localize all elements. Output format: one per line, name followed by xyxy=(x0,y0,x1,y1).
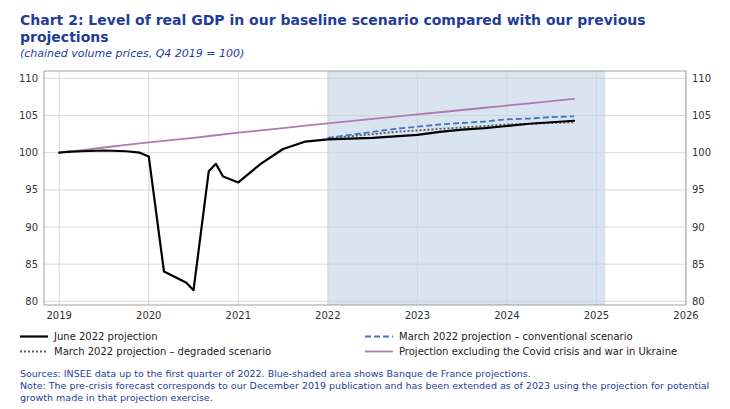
grid-line xyxy=(238,71,239,305)
title: Chart 2: Level of real GDP in our baseli… xyxy=(20,12,646,28)
x-tick-label: 2024 xyxy=(494,310,519,321)
x-tick-label: 2021 xyxy=(226,310,251,321)
title: projections xyxy=(20,29,109,45)
y2-tick-label: 85 xyxy=(692,259,705,270)
legend: June 2022 projection March 2022 projectio… xyxy=(20,331,677,357)
y2-tick-label: 110 xyxy=(692,73,711,84)
grid-line xyxy=(596,71,597,305)
grid-line xyxy=(44,301,686,302)
grid-line xyxy=(148,71,149,305)
subtitle: (chained volume prices, Q4 2019 = 100) xyxy=(20,47,244,60)
y-tick-label: 95 xyxy=(25,184,38,195)
y-tick-label: 85 xyxy=(25,259,38,270)
x-tick-label: 2019 xyxy=(46,310,71,321)
grid-line xyxy=(44,115,686,116)
x-tick-label: 2020 xyxy=(136,310,161,321)
x-tick-label: 2022 xyxy=(315,310,340,321)
grid-line xyxy=(59,71,60,305)
legend-label: June 2022 projection xyxy=(53,331,158,342)
y-tick-label: 110 xyxy=(19,73,38,84)
y2-tick-label: 100 xyxy=(692,147,711,158)
grid-line xyxy=(417,71,418,305)
y2-tick-label: 105 xyxy=(692,110,711,121)
legend-label: March 2022 projection – conventional sce… xyxy=(399,331,633,342)
series-line xyxy=(328,116,574,138)
annotation: growth made in that projection exercise. xyxy=(20,392,213,403)
legend-swatch xyxy=(20,335,48,337)
x-tick-label: 2023 xyxy=(405,310,430,321)
grid-line xyxy=(44,78,686,79)
legend-swatch xyxy=(365,351,393,353)
legend-swatch xyxy=(365,336,393,338)
y2-tick-label: 80 xyxy=(692,296,705,307)
projection-shade xyxy=(328,71,606,305)
y2-tick-label: 90 xyxy=(692,222,705,233)
plot-area xyxy=(44,71,686,305)
chart: Chart 2: Level of real GDP in our baseli… xyxy=(0,0,730,409)
grid-line xyxy=(44,264,686,265)
annotation: Note: The pre-crisis forecast correspond… xyxy=(20,380,709,391)
grid-line xyxy=(44,189,686,190)
series-line xyxy=(59,121,574,290)
legend-label: Projection excluding the Covid crisis an… xyxy=(399,346,677,357)
grid-line xyxy=(327,71,328,305)
grid-line xyxy=(44,227,686,228)
plot-frame xyxy=(44,71,686,305)
y-tick-label: 100 xyxy=(19,147,38,158)
y2-tick-label: 95 xyxy=(692,184,705,195)
y-tick-label: 105 xyxy=(19,110,38,121)
legend-label: March 2022 projection – degraded scenari… xyxy=(54,346,271,357)
x-tick-label: 2026 xyxy=(673,310,698,321)
series-line xyxy=(59,99,574,153)
x-tick-label: 2025 xyxy=(584,310,609,321)
annotation: Sources: INSEE data up to the first quar… xyxy=(20,368,531,379)
y-tick-label: 90 xyxy=(25,222,38,233)
y-tick-label: 80 xyxy=(25,296,38,307)
legend-swatch xyxy=(20,351,48,353)
